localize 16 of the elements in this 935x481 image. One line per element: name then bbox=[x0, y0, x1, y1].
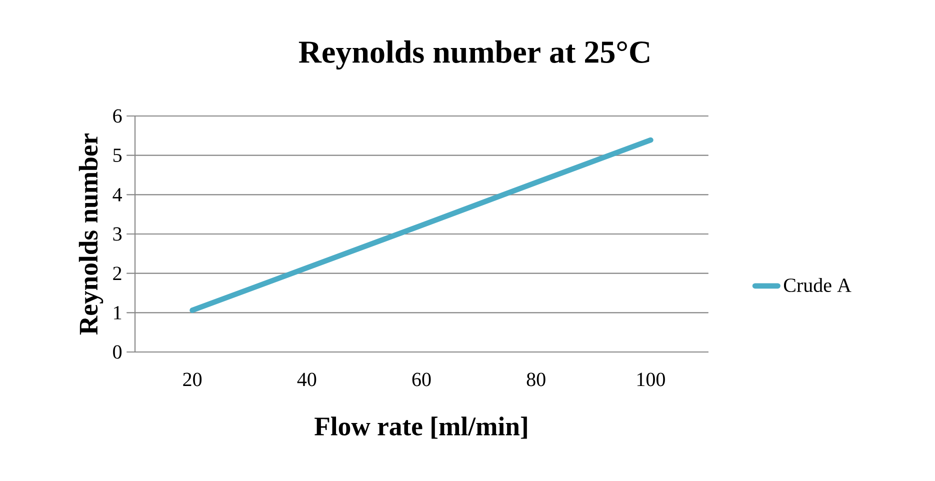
y-tick-label: 3 bbox=[113, 227, 122, 241]
x-axis-title: Flow rate [ml/min] bbox=[314, 416, 527, 439]
x-tick-label: 60 bbox=[412, 372, 431, 386]
x-tick-label: 100 bbox=[637, 372, 665, 386]
chart-title: Reynolds number at 25°C bbox=[298, 40, 650, 70]
legend-label: Crude A bbox=[784, 278, 852, 292]
y-axis-title: Reynolds number bbox=[78, 133, 104, 335]
x-tick-label: 20 bbox=[183, 372, 202, 386]
y-tick-label: 5 bbox=[113, 148, 122, 162]
x-tick-label: 80 bbox=[526, 372, 546, 386]
y-tick-label: 1 bbox=[114, 306, 122, 320]
y-tick-label: 0 bbox=[113, 345, 122, 359]
y-tick-label: 6 bbox=[113, 109, 122, 123]
y-tick-label: 4 bbox=[112, 188, 122, 202]
x-tick-label: 40 bbox=[297, 372, 316, 386]
y-tick-label: 2 bbox=[113, 266, 122, 280]
